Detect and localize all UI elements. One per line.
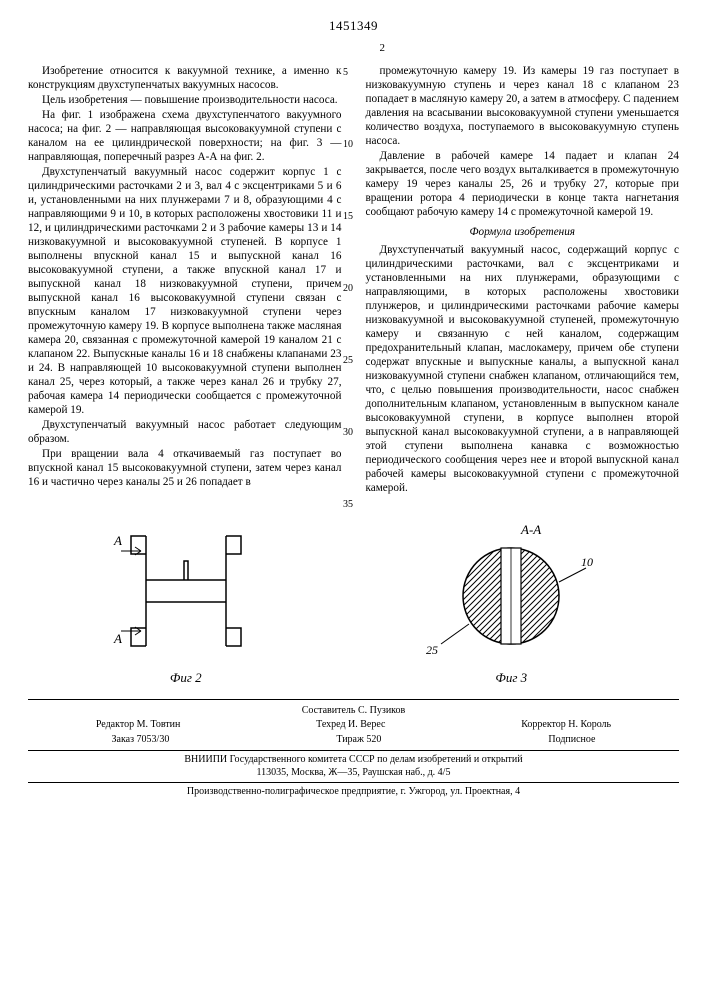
footer-address: 113035, Москва, Ж—35, Раушская наб., д. … — [28, 766, 679, 780]
paragraph: На фиг. 1 изображена схема двухступенчат… — [28, 108, 342, 164]
line-marker: 10 — [343, 140, 353, 150]
paragraph: Двухступенчатый вакуумный насос, содержа… — [366, 243, 680, 495]
footer-order: Заказ 7053/30 — [112, 733, 170, 747]
footer-compiler: Составитель С. Пузиков — [28, 704, 679, 718]
footer-tech: Техред И. Верес — [316, 718, 385, 732]
paragraph: промежуточную камеру 19. Из камеры 19 га… — [366, 64, 680, 148]
figure-2: A A Фиг 2 — [106, 516, 266, 686]
fig3-caption: Фиг 3 — [421, 670, 601, 686]
label-25: 25 — [426, 643, 438, 657]
label-a-bottom: A — [113, 631, 122, 646]
page-number: 2 — [380, 42, 386, 56]
line-marker: 15 — [343, 212, 353, 222]
fig2-caption: Фиг 2 — [106, 670, 266, 686]
fig2-drawing: A A — [106, 516, 266, 666]
line-number-gutter: 5 10 15 20 25 30 35 — [343, 68, 353, 572]
paragraph: Цель изобретения — повышение производите… — [28, 93, 342, 107]
label-10: 10 — [581, 555, 593, 569]
section-label: А-А — [520, 522, 541, 537]
footer-subscribe: Подписное — [548, 733, 595, 747]
left-column: Изобретение относится к вакуумной техник… — [28, 64, 342, 496]
line-marker: 5 — [343, 68, 353, 78]
footer-org: ВНИИПИ Государственного комитета СССР по… — [28, 753, 679, 767]
line-marker: 25 — [343, 356, 353, 366]
paragraph: Двухступенчатый вакуумный насос работает… — [28, 418, 342, 446]
text-columns: Изобретение относится к вакуумной техник… — [28, 64, 679, 496]
line-marker: 35 — [343, 500, 353, 510]
right-column: промежуточную камеру 19. Из камеры 19 га… — [366, 64, 680, 496]
paragraph: Давление в рабочей камере 14 падает и кл… — [366, 149, 680, 219]
line-marker: 20 — [343, 284, 353, 294]
paragraph: При вращении вала 4 откачиваемый газ пос… — [28, 447, 342, 489]
footer-print: Производственно-полиграфическое предприя… — [28, 785, 679, 799]
figures-area: A A Фиг 2 А-А 10 — [28, 508, 679, 693]
figure-3: А-А 10 25 Фиг 3 — [421, 516, 601, 686]
fig3-drawing: А-А 10 25 — [421, 516, 601, 666]
paragraph: Двухступенчатый вакуумный насос содержит… — [28, 165, 342, 417]
footer-editor: Редактор М. Товтин — [96, 718, 181, 732]
footer-tirazh: Тираж 520 — [336, 733, 381, 747]
label-a-top: A — [113, 533, 122, 548]
formula-heading: Формула изобретения — [366, 225, 680, 239]
paragraph: Изобретение относится к вакуумной техник… — [28, 64, 342, 92]
footer: Составитель С. Пузиков Редактор М. Товти… — [28, 699, 679, 798]
line-marker: 30 — [343, 428, 353, 438]
document-number: 1451349 — [28, 18, 679, 34]
footer-corrector: Корректор Н. Король — [521, 718, 611, 732]
